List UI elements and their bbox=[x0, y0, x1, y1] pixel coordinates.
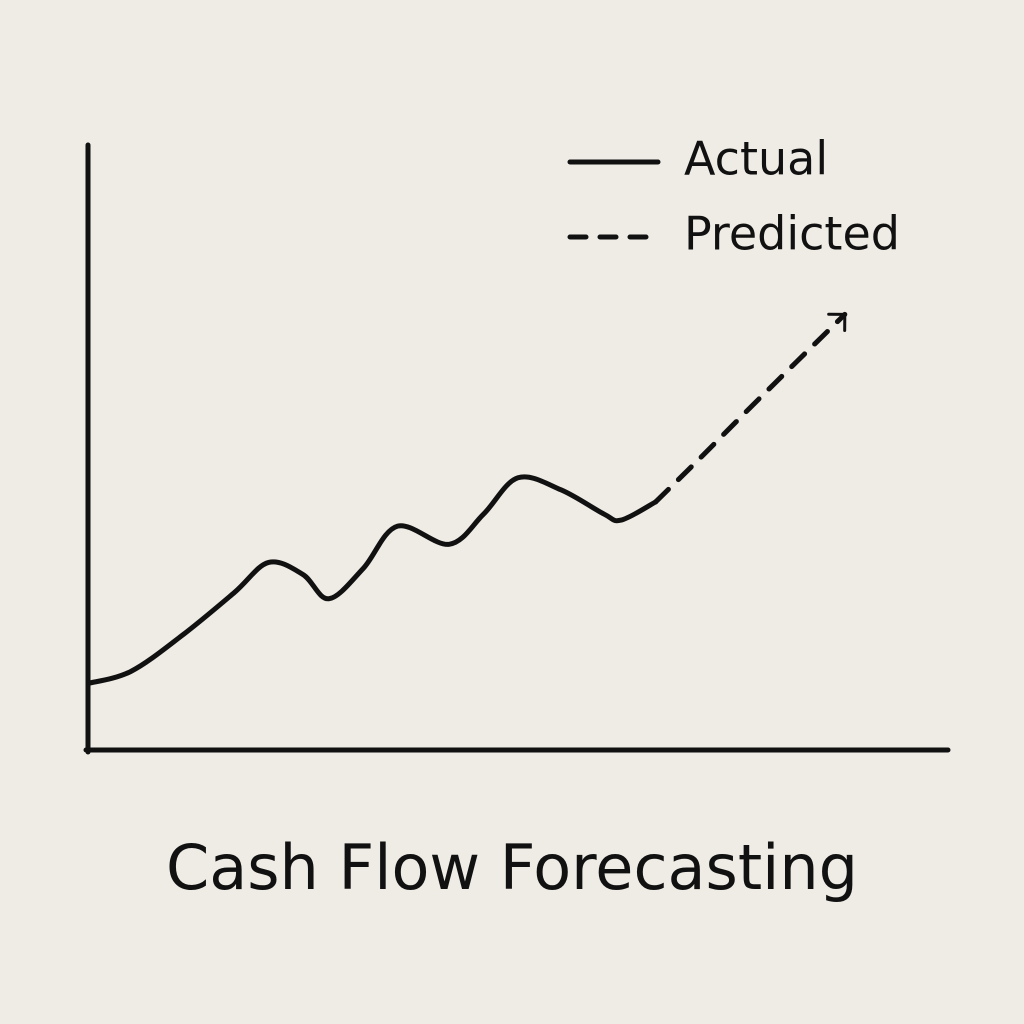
legend-label: Actual bbox=[684, 132, 828, 186]
series-line bbox=[653, 311, 848, 505]
series-line bbox=[85, 474, 659, 686]
legend-label: Predicted bbox=[684, 207, 900, 261]
chart-title: Cash Flow Forecasting bbox=[166, 831, 858, 904]
